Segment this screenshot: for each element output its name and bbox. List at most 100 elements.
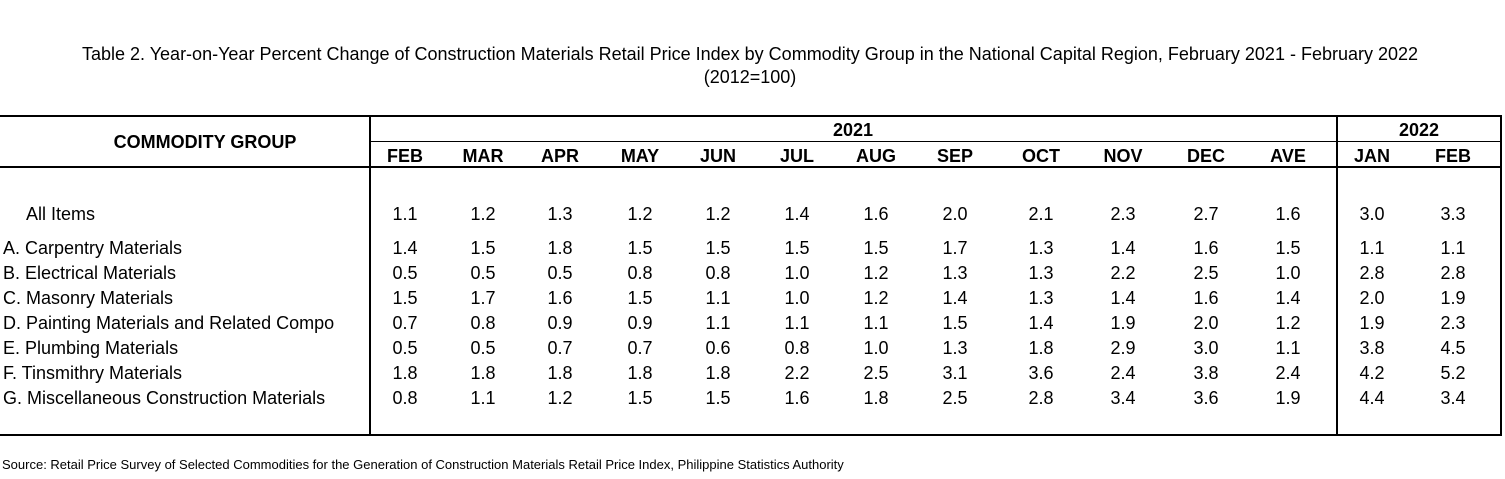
table-cell: 1.5	[1275, 238, 1301, 258]
month-header: AUG	[856, 146, 896, 166]
table-cell: 1.0	[863, 338, 889, 358]
table-cell: 0.8	[784, 338, 810, 358]
table-cell: 0.6	[705, 338, 731, 358]
table-row: All Items 1.1 1.2 1.3 1.2 1.2 1.4 1.6 2.0 2.1 2.3 2…	[0, 202, 1502, 227]
table-cell: 1.2	[1275, 313, 1301, 333]
table-cell: 0.9	[627, 313, 653, 333]
table-cell: 0.8	[627, 263, 653, 283]
table-cell: 1.4	[1110, 238, 1136, 258]
table-cell: 1.4	[1028, 313, 1054, 333]
table-cell: 4.5	[1440, 338, 1466, 358]
table-cell: 1.4	[784, 204, 810, 224]
table-row: B. Electrical Materials 0.5 0.5 0.5 0.8 0.8 1.…	[0, 261, 1502, 286]
month-header: JUN	[699, 146, 736, 166]
table-cell: 0.5	[392, 263, 418, 283]
table-cell: 0.8	[392, 388, 418, 408]
month-header: JAN	[1353, 146, 1390, 166]
table-cell: 1.3	[547, 204, 573, 224]
table-cell: 1.3	[1028, 288, 1054, 308]
table-cell: 1.8	[392, 363, 418, 383]
row-label: All Items	[26, 204, 96, 224]
table-cell: 1.0	[784, 288, 810, 308]
table-cell: 1.3	[1028, 238, 1054, 258]
table-cell: 1.9	[1359, 313, 1385, 333]
commodity-group-header: COMMODITY GROUP	[113, 132, 297, 152]
table-cell: 1.4	[1110, 288, 1136, 308]
month-header: FEB	[387, 146, 423, 166]
table-cell: 2.8	[1028, 388, 1054, 408]
table-cell: 3.8	[1359, 338, 1385, 358]
year-2022-header: 2022	[1398, 120, 1440, 140]
table-cell: 0.7	[627, 338, 653, 358]
month-header: OCT	[1022, 146, 1060, 166]
table-cell: 2.5	[863, 363, 889, 383]
table-cell: 2.2	[784, 363, 810, 383]
month-header: DEC	[1186, 146, 1225, 166]
table-cell: 1.5	[705, 388, 731, 408]
table-cell: 1.9	[1440, 288, 1466, 308]
table-cell: 1.1	[1275, 338, 1301, 358]
table-cell: 1.1	[392, 204, 418, 224]
row-label: D. Painting Materials and Related Compo	[3, 313, 335, 333]
year-underline	[370, 141, 1502, 142]
table-row: C. Masonry Materials 1.5 1.7 1.6 1.5 1.1 1.0 1.…	[0, 286, 1502, 311]
table-cell: 1.2	[627, 204, 653, 224]
table-cell: 1.9	[1110, 313, 1136, 333]
table-title: Table 2. Year-on-Year Percent Change of …	[81, 44, 1419, 64]
table-cell: 0.5	[547, 263, 573, 283]
table-cell: 2.8	[1440, 263, 1466, 283]
table-row: D. Painting Materials and Related Compo 0…	[0, 311, 1502, 336]
table-cell: 2.0	[1359, 288, 1385, 308]
table-cell: 1.6	[1193, 288, 1219, 308]
table-cell: 1.5	[392, 288, 418, 308]
table-cell: 1.1	[470, 388, 496, 408]
table-cell: 2.5	[942, 388, 968, 408]
table-cell: 1.5	[942, 313, 968, 333]
month-header: JUL	[779, 146, 814, 166]
table-row: E. Plumbing Materials 0.5 0.5 0.7 0.7 0.6 0.8 1…	[0, 336, 1502, 361]
table-subtitle: (2012=100)	[703, 67, 797, 87]
table-cell: 1.4	[942, 288, 968, 308]
table-cell: 1.9	[1275, 388, 1301, 408]
table-cell: 3.6	[1193, 388, 1219, 408]
table-cell: 1.6	[547, 288, 573, 308]
table-cell: 1.1	[705, 288, 731, 308]
table-cell: 1.5	[627, 288, 653, 308]
table-cell: 2.8	[1359, 263, 1385, 283]
row-label: E. Plumbing Materials	[3, 338, 179, 358]
month-header: SEP	[936, 146, 974, 166]
table-cell: 1.8	[627, 363, 653, 383]
table-cell: 1.7	[942, 238, 968, 258]
table-cell: 3.0	[1359, 204, 1385, 224]
table-cell: 1.5	[784, 238, 810, 258]
table-cell: 2.9	[1110, 338, 1136, 358]
row-label: A. Carpentry Materials	[3, 238, 183, 258]
table-cell: 1.5	[470, 238, 496, 258]
table-cell: 1.1	[705, 313, 731, 333]
table-cell: 3.4	[1440, 388, 1466, 408]
column-divider-year	[1336, 115, 1338, 436]
table-cell: 3.1	[942, 363, 968, 383]
table-cell: 1.2	[705, 204, 731, 224]
source-note: Source: Retail Price Survey of Selected …	[2, 457, 844, 472]
table-cell: 4.2	[1359, 363, 1385, 383]
month-header: MAY	[620, 146, 660, 166]
table-cell: 1.2	[547, 388, 573, 408]
column-divider-label	[369, 115, 371, 436]
table-top-border	[0, 115, 1502, 117]
table-cell: 0.8	[705, 263, 731, 283]
table-cell: 1.2	[863, 263, 889, 283]
table-cell: 1.6	[1193, 238, 1219, 258]
table-cell: 2.0	[942, 204, 968, 224]
table-cell: 1.1	[1359, 238, 1385, 258]
month-header: MAR	[462, 146, 504, 166]
table-cell: 0.5	[470, 338, 496, 358]
table-cell: 2.7	[1193, 204, 1219, 224]
table-cell: 1.4	[392, 238, 418, 258]
month-header: AVE	[1270, 146, 1306, 166]
table-row: G. Miscellaneous Construction Materials 0…	[0, 386, 1502, 411]
table-cell: 3.6	[1028, 363, 1054, 383]
table-cell: 1.5	[705, 238, 731, 258]
table-cell: 1.6	[784, 388, 810, 408]
table-cell: 1.3	[942, 263, 968, 283]
